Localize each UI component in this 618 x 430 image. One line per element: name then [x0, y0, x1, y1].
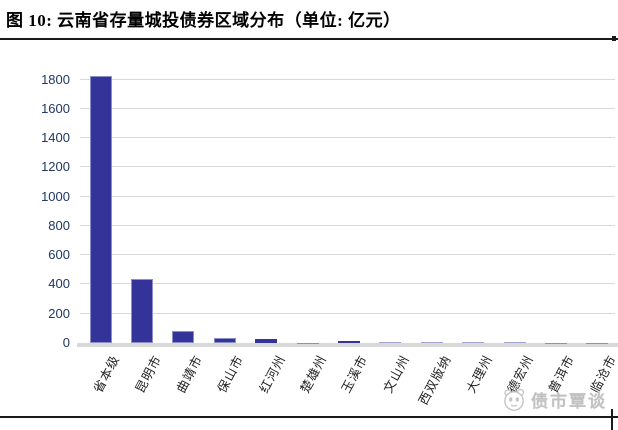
gridline-1000	[80, 195, 615, 197]
y-tick-label-800: 800	[48, 217, 70, 233]
x-tick-label-西双版纳: 西双版纳	[415, 352, 454, 408]
bar-昆明市	[131, 278, 154, 343]
bar-西双版纳	[420, 342, 443, 343]
x-tick-label-玉溪市: 玉溪市	[339, 352, 371, 396]
gridline-1600	[80, 107, 615, 109]
bar-红河州	[255, 339, 278, 343]
watermark-text: 债市覃谈	[531, 392, 607, 411]
bar-玉溪市	[338, 341, 360, 343]
bar-曲靖市	[172, 331, 195, 343]
y-tick-label-1800: 1800	[41, 71, 70, 87]
title-divider	[0, 38, 618, 40]
y-tick-label-1400: 1400	[41, 130, 70, 146]
bottom-divider-end-tick	[611, 409, 613, 430]
y-tick-label-1600: 1600	[41, 100, 70, 116]
gridline-800	[80, 224, 615, 226]
gridline-600	[80, 254, 615, 256]
x-tick-label-文山州: 文山州	[380, 352, 413, 396]
x-tick-label-曲靖市: 曲靖市	[173, 352, 206, 396]
x-axis-baseline	[77, 343, 618, 347]
y-tick-label-600: 600	[48, 247, 70, 263]
x-tick-label-楚雄州: 楚雄州	[298, 352, 330, 396]
gridline-1800	[80, 78, 615, 80]
bar-德宏州	[503, 342, 526, 343]
gridline-1200	[80, 166, 615, 168]
title-divider-end-tick	[612, 36, 616, 41]
gridline-400	[80, 283, 615, 285]
bar-文山州	[379, 342, 402, 343]
bar-大理州	[462, 342, 485, 343]
gridline-1400	[80, 137, 615, 139]
x-tick-label-保山市: 保山市	[215, 352, 247, 396]
y-tick-label-0: 0	[62, 335, 70, 350]
x-tick-label-大理州: 大理州	[463, 352, 496, 396]
bar-保山市	[213, 338, 236, 343]
watermark: 债市覃谈	[502, 387, 607, 412]
x-tick-label-红河州: 红河州	[256, 352, 289, 396]
x-tick-label-省本级: 省本级	[91, 352, 123, 396]
bar-省本级	[89, 76, 112, 343]
x-tick-label-昆明市: 昆明市	[132, 352, 164, 396]
y-tick-label-400: 400	[48, 276, 70, 292]
bar-chart-plot-area	[77, 62, 618, 347]
figure-title: 图 10: 云南省存量城投债券区域分布（单位: 亿元）	[6, 11, 401, 30]
panda-logo-icon	[504, 388, 525, 411]
gridline-200	[80, 312, 615, 314]
y-tick-label-1000: 1000	[41, 188, 70, 204]
bottom-divider	[0, 416, 618, 418]
y-tick-label-1200: 1200	[41, 159, 70, 175]
y-tick-label-200: 200	[48, 305, 70, 321]
